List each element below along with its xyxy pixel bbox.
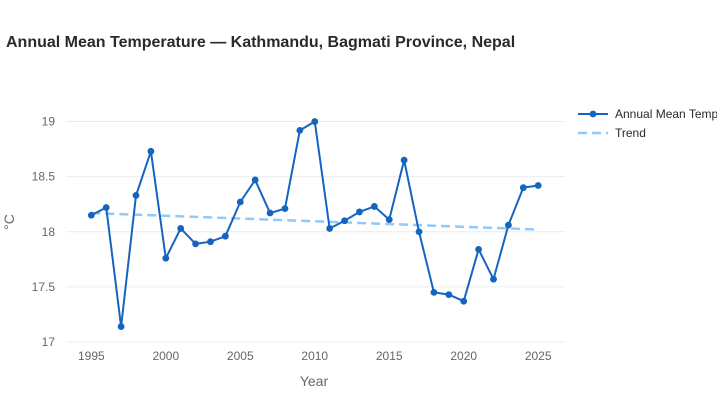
data-point[interactable]: [356, 208, 363, 216]
data-point[interactable]: [385, 216, 393, 224]
data-point[interactable]: [281, 205, 289, 213]
legend-item[interactable]: Annual Mean Temp: [578, 107, 717, 121]
data-point[interactable]: [177, 225, 185, 232]
data-point[interactable]: [534, 182, 542, 189]
data-point[interactable]: [162, 254, 170, 262]
data-point[interactable]: [296, 126, 304, 134]
data-point[interactable]: [87, 211, 95, 219]
y-axis-title: °C: [1, 214, 17, 230]
data-point[interactable]: [266, 209, 274, 217]
y-tick-label: 18: [42, 225, 56, 239]
data-point[interactable]: [445, 291, 453, 298]
temperature-series-line: [90, 120, 539, 328]
x-axis-ticks: 1995 2000 2005 2010 2015 2020 2025: [78, 349, 552, 363]
x-tick-label: 2025: [525, 349, 552, 363]
data-point[interactable]: [504, 221, 512, 229]
x-tick-label: 2020: [450, 349, 477, 363]
data-point[interactable]: [415, 228, 423, 236]
y-tick-label: 18.5: [32, 170, 56, 184]
grid-lines: [66, 121, 565, 343]
marker-layer: [87, 118, 542, 330]
data-point[interactable]: [430, 288, 438, 296]
data-point[interactable]: [475, 246, 483, 253]
data-point[interactable]: [311, 118, 319, 125]
x-tick-label: 2015: [376, 349, 403, 363]
data-point[interactable]: [117, 323, 125, 330]
x-tick-label: 2010: [301, 349, 328, 363]
y-tick-label: 19: [42, 115, 56, 129]
legend-label: Annual Mean Temp: [615, 107, 717, 121]
legend-item[interactable]: Trend: [578, 126, 646, 140]
data-point[interactable]: [207, 238, 214, 246]
data-point[interactable]: [221, 232, 229, 240]
data-point[interactable]: [400, 156, 408, 164]
chart-title: Annual Mean Temperature — Kathmandu, Bag…: [6, 34, 516, 51]
data-point[interactable]: [251, 176, 259, 184]
x-axis-title: Year: [300, 373, 329, 389]
data-point[interactable]: [192, 240, 199, 248]
data-point[interactable]: [236, 198, 244, 206]
data-point[interactable]: [132, 191, 140, 199]
y-tick-label: 17: [42, 335, 56, 349]
x-tick-label: 2005: [227, 349, 254, 363]
data-point[interactable]: [326, 225, 334, 232]
data-point[interactable]: [147, 147, 155, 155]
legend-label: Trend: [615, 126, 646, 140]
trend-line: [91, 211, 539, 231]
y-axis-ticks: 17 17.5 18 18.5 19: [32, 115, 56, 349]
data-point[interactable]: [519, 184, 527, 192]
y-tick-label: 17.5: [32, 280, 56, 294]
series-layer: [90, 120, 539, 328]
legend[interactable]: Annual Mean Temp Trend: [578, 107, 717, 140]
data-point[interactable]: [341, 217, 348, 225]
data-point[interactable]: [490, 275, 497, 283]
legend-marker: [589, 110, 597, 118]
x-tick-label: 1995: [78, 349, 105, 363]
data-point[interactable]: [460, 297, 468, 305]
x-tick-label: 2000: [152, 349, 179, 363]
data-point[interactable]: [102, 204, 110, 211]
data-point[interactable]: [370, 203, 378, 210]
